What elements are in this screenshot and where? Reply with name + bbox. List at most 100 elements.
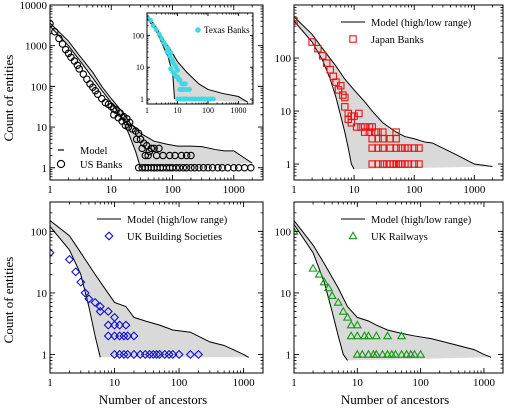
- uk_rail-point-18: [352, 349, 362, 358]
- uk_rail-point-14: [363, 331, 374, 340]
- uk_bs-xtick-label-0: 1: [47, 377, 53, 389]
- us-point-66: [179, 164, 188, 172]
- japan-xtick-label-3: 1000: [463, 184, 486, 196]
- inset-frame: [146, 12, 254, 105]
- inset-legend: Texas Banks: [195, 25, 250, 35]
- us-point-56: [147, 164, 156, 172]
- uk_rail-legend-model-label: Model (high/low range): [371, 215, 472, 226]
- us-point-67: [182, 164, 191, 172]
- japan-point-40: [397, 144, 405, 152]
- inset-point-29: [181, 86, 187, 92]
- uk_rail-point-8: [342, 312, 353, 321]
- uk_bs-point-36: [185, 349, 195, 360]
- inset-point-2: [150, 23, 156, 29]
- us-point-71: [199, 164, 208, 172]
- uk_rail-point-20: [363, 349, 374, 358]
- inset-point-8: [165, 46, 171, 52]
- uk_rail-point-9: [346, 320, 356, 329]
- japan-legend-series-label: Japan Banks: [371, 35, 424, 46]
- uk_bs-ytick-label-1: 10: [36, 288, 48, 300]
- inset-xtick-label-3: 1000: [230, 106, 246, 115]
- uk_rail-minor-ticks: [294, 202, 503, 373]
- uk_bs-point-14: [121, 320, 131, 330]
- inset-point-31: [187, 86, 193, 92]
- uk_bs-point-25: [129, 349, 139, 360]
- us-point-47: [165, 151, 174, 160]
- uk_bs-point-34: [168, 349, 178, 360]
- inset-point-15: [173, 64, 179, 70]
- uk_rail-point-16: [382, 331, 393, 340]
- us-point-75: [218, 164, 227, 172]
- japan-point-21: [360, 123, 369, 131]
- japan-point-11: [341, 93, 349, 102]
- us-xtick-label-1: 10: [106, 184, 118, 196]
- japan-point-8: [337, 81, 345, 90]
- uk_bs-point-33: [164, 349, 174, 360]
- inset-point-26: [182, 81, 188, 87]
- uk_rail-point-3: [319, 277, 329, 286]
- us-point-10: [79, 70, 88, 78]
- japan-point-24: [360, 128, 369, 136]
- us-point-80: [247, 164, 255, 172]
- us-point-68: [187, 164, 195, 172]
- us-point-0: [50, 19, 54, 28]
- inset-point-12: [169, 56, 175, 62]
- us-point-1: [51, 28, 59, 36]
- uk_rail-point-6: [333, 297, 343, 306]
- us-plot-area: [50, 19, 255, 172]
- inset-ytick-label-0: 1: [140, 95, 144, 104]
- japan-point-55: [404, 160, 413, 168]
- japan-point-46: [374, 160, 382, 168]
- uk_bs-point-1: [64, 254, 75, 265]
- panel-uk-rail: 1 10 100 1000 1 10 100 Model (high/low range) UK…: [275, 201, 504, 389]
- us-point-63: [168, 164, 177, 172]
- japan-point-53: [397, 160, 405, 168]
- japan-point-19: [352, 123, 361, 131]
- inset-xtick-label-0: 1: [145, 106, 149, 115]
- us-legend-series-label: US Banks: [80, 160, 122, 171]
- japan-xtick-label-2: 100: [406, 184, 423, 196]
- uk_rail-point-11: [346, 331, 356, 340]
- us-point-5: [64, 49, 73, 58]
- uk_rail-point-0: [294, 226, 299, 235]
- japan-point-31: [374, 134, 382, 143]
- us-xtick-label-0: 1: [47, 184, 53, 196]
- inset-point-11: [167, 53, 173, 59]
- inset-point-17: [168, 66, 174, 72]
- panel-japan: 1 10 100 1000 1 10 100 Model (high/low range) Ja…: [275, 4, 504, 196]
- japan-point-32: [379, 134, 387, 143]
- uk_bs-point-9: [103, 306, 113, 317]
- japan-point-47: [379, 160, 387, 168]
- uk_rail-point-4: [323, 283, 334, 292]
- inset-point-41: [193, 96, 199, 102]
- uk_rail-point-7: [338, 306, 348, 315]
- us-point-15: [93, 90, 102, 99]
- us-point-69: [190, 164, 199, 172]
- uk_rail-point-30: [409, 349, 420, 358]
- japan-point-0: [294, 17, 298, 25]
- inset-legend-label: Texas Banks: [204, 25, 250, 35]
- inset-point-48: [210, 96, 216, 102]
- us-point-9: [75, 65, 83, 73]
- uk_bs-xtick-label-3: 1000: [233, 377, 256, 389]
- uk_bs-model-band: [50, 220, 249, 358]
- japan-ytick-label-0: 1: [286, 159, 292, 171]
- inset-ytick-label-1: 10: [136, 63, 144, 72]
- japan-legend-model-label: Model (high/low range): [371, 18, 472, 29]
- uk_rail-xtick-label-2: 100: [412, 377, 429, 389]
- uk_bs-point-24: [123, 349, 133, 360]
- uk_rail-point-12: [352, 331, 362, 340]
- us-minor-ticks: [50, 5, 263, 180]
- uk_bs-point-8: [95, 306, 105, 317]
- uk_rail-legend-series-swatch: [348, 231, 358, 240]
- us-point-44: [145, 147, 154, 156]
- uk_bs-point-4: [80, 288, 90, 298]
- uk_bs-point-30: [152, 349, 162, 360]
- uk_rail-legend: Model (high/low range) UK Railways: [341, 215, 472, 243]
- uk_bs-model-upper-line: [50, 220, 249, 358]
- inset-point-7: [162, 42, 168, 48]
- us-point-74: [214, 164, 222, 172]
- inset-point-4: [156, 31, 162, 37]
- japan-point-17: [347, 119, 356, 127]
- japan-point-37: [379, 144, 387, 152]
